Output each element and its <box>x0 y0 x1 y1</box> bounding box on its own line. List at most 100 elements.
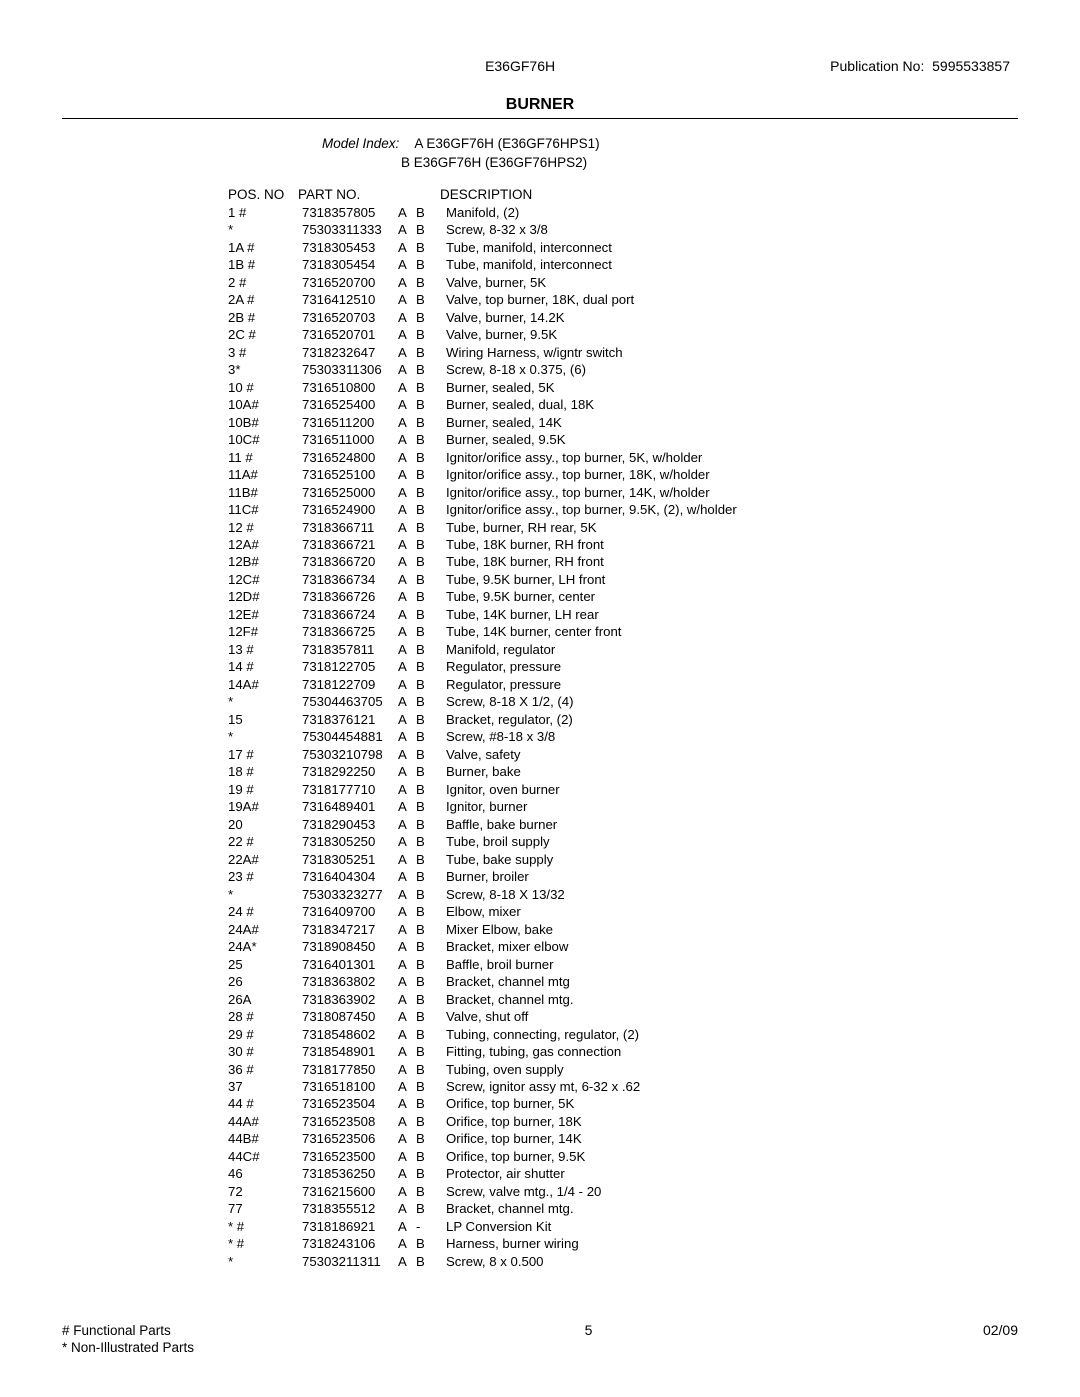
cell-a: A <box>398 1183 416 1200</box>
cell-a: A <box>398 326 416 343</box>
column-headers: POS. NO PART NO. DESCRIPTION <box>62 187 1018 202</box>
cell-b: B <box>416 1095 446 1112</box>
cell-b: B <box>416 536 446 553</box>
cell-a: A <box>398 886 416 903</box>
cell-part: 7318357811 <box>302 641 398 658</box>
cell-pos: 28 # <box>228 1008 302 1025</box>
table-row: 157318376121ABBracket, regulator, (2) <box>228 711 737 728</box>
cell-part: 7318177850 <box>302 1061 398 1078</box>
cell-part: 75303210798 <box>302 746 398 763</box>
cell-part: 7316523500 <box>302 1148 398 1165</box>
cell-b: B <box>416 676 446 693</box>
cell-pos: 11A# <box>228 466 302 483</box>
cell-a: A <box>398 239 416 256</box>
cell-b: B <box>416 519 446 536</box>
cell-part: 7318305250 <box>302 833 398 850</box>
cell-pos: 12F# <box>228 623 302 640</box>
table-row: 10B#7316511200ABBurner, sealed, 14K <box>228 414 737 431</box>
cell-pos: 14 # <box>228 658 302 675</box>
cell-pos: * <box>228 1253 302 1270</box>
cell-desc: Tube, 18K burner, RH front <box>446 536 737 553</box>
table-row: 24A#7318347217ABMixer Elbow, bake <box>228 921 737 938</box>
cell-pos: 26A <box>228 991 302 1008</box>
cell-desc: Ignitor, oven burner <box>446 781 737 798</box>
table-row: 3 #7318232647ABWiring Harness, w/igntr s… <box>228 344 737 361</box>
cell-part: 7316511000 <box>302 431 398 448</box>
cell-pos: 12A# <box>228 536 302 553</box>
table-row: *75303211311ABScrew, 8 x 0.500 <box>228 1253 737 1270</box>
page-header: E36GF76H Publication No: 5995533857 <box>62 58 1018 78</box>
cell-a: A <box>398 623 416 640</box>
cell-desc: Burner, sealed, 5K <box>446 379 737 396</box>
cell-pos: 30 # <box>228 1043 302 1060</box>
model-index-line-a: A E36GF76H (E36GF76HPS1) <box>414 136 599 151</box>
cell-a: A <box>398 1008 416 1025</box>
cell-pos: 10C# <box>228 431 302 448</box>
cell-desc: Ignitor/orifice assy., top burner, 5K, w… <box>446 449 737 466</box>
cell-b: B <box>416 431 446 448</box>
cell-a: A <box>398 1148 416 1165</box>
footnote-functional: # Functional Parts <box>62 1322 194 1340</box>
cell-pos: 3* <box>228 361 302 378</box>
cell-desc: Screw, 8 x 0.500 <box>446 1253 737 1270</box>
table-row: 467318536250ABProtector, air shutter <box>228 1165 737 1182</box>
cell-b: B <box>416 588 446 605</box>
cell-part: 7318305251 <box>302 851 398 868</box>
cell-part: 7318347217 <box>302 921 398 938</box>
cell-part: 7318548602 <box>302 1026 398 1043</box>
cell-a: A <box>398 344 416 361</box>
cell-a: A <box>398 938 416 955</box>
cell-pos: 10B# <box>228 414 302 431</box>
cell-desc: Manifold, (2) <box>446 204 737 221</box>
model-index: Model Index: A E36GF76H (E36GF76HPS1) B … <box>322 135 1018 173</box>
cell-desc: Burner, sealed, dual, 18K <box>446 396 737 413</box>
cell-part: 7316523506 <box>302 1130 398 1147</box>
table-row: 22 #7318305250ABTube, broil supply <box>228 833 737 850</box>
cell-part: 7316215600 <box>302 1183 398 1200</box>
cell-desc: Bracket, channel mtg. <box>446 1200 737 1217</box>
cell-part: 75303211311 <box>302 1253 398 1270</box>
cell-pos: 12D# <box>228 588 302 605</box>
cell-pos: 1A # <box>228 239 302 256</box>
col-header-part: PART NO. <box>298 187 398 202</box>
cell-pos: 23 # <box>228 868 302 885</box>
cell-part: 7318366734 <box>302 571 398 588</box>
cell-part: 7316409700 <box>302 903 398 920</box>
cell-a: A <box>398 1113 416 1130</box>
table-row: 12 #7318366711ABTube, burner, RH rear, 5… <box>228 519 737 536</box>
cell-pos: 15 <box>228 711 302 728</box>
cell-a: A <box>398 466 416 483</box>
cell-desc: Burner, sealed, 14K <box>446 414 737 431</box>
table-row: 29 #7318548602ABTubing, connecting, regu… <box>228 1026 737 1043</box>
cell-pos: 37 <box>228 1078 302 1095</box>
cell-b: B <box>416 851 446 868</box>
cell-b: B <box>416 274 446 291</box>
cell-a: A <box>398 746 416 763</box>
cell-a: A <box>398 606 416 623</box>
table-row: 3*75303311306ABScrew, 8-18 x 0.375, (6) <box>228 361 737 378</box>
cell-part: 7318186921 <box>302 1218 398 1235</box>
cell-a: A <box>398 291 416 308</box>
cell-a: A <box>398 851 416 868</box>
cell-part: 75303311306 <box>302 361 398 378</box>
cell-b: B <box>416 1043 446 1060</box>
table-row: *75303323277ABScrew, 8-18 X 13/32 <box>228 886 737 903</box>
cell-b: B <box>416 326 446 343</box>
cell-a: A <box>398 256 416 273</box>
table-row: 26A7318363902ABBracket, channel mtg. <box>228 991 737 1008</box>
cell-pos: 12B# <box>228 553 302 570</box>
cell-desc: Burner, broiler <box>446 868 737 885</box>
cell-a: A <box>398 484 416 501</box>
cell-pos: * # <box>228 1235 302 1252</box>
cell-part: 7318363902 <box>302 991 398 1008</box>
cell-desc: Tube, 9.5K burner, center <box>446 588 737 605</box>
cell-desc: Orifice, top burner, 18K <box>446 1113 737 1130</box>
cell-desc: Tube, burner, RH rear, 5K <box>446 519 737 536</box>
page: E36GF76H Publication No: 5995533857 BURN… <box>0 0 1080 1397</box>
cell-desc: Tube, 14K burner, LH rear <box>446 606 737 623</box>
cell-desc: Valve, burner, 5K <box>446 274 737 291</box>
table-row: 2 #7316520700ABValve, burner, 5K <box>228 274 737 291</box>
cell-b: B <box>416 1165 446 1182</box>
cell-b: B <box>416 309 446 326</box>
cell-b: B <box>416 746 446 763</box>
